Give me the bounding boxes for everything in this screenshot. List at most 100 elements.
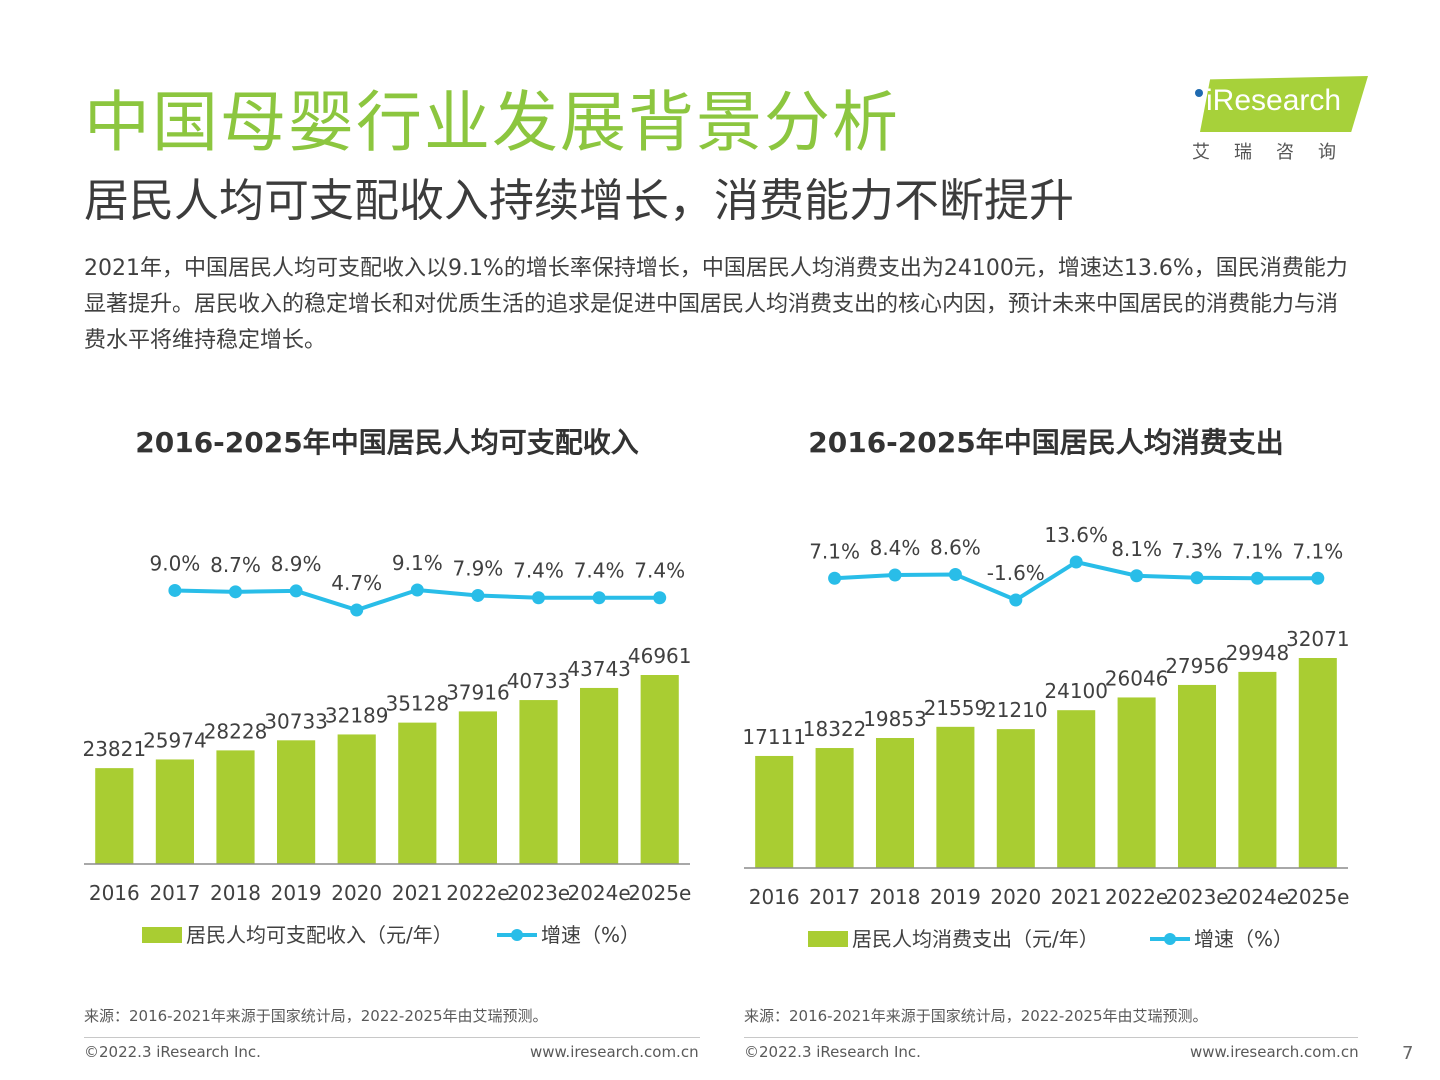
- footer-divider-left: [84, 1037, 700, 1038]
- growth-point-2023e: [532, 591, 545, 605]
- consumption-chart: 2016-2025年中国居民人均消费支出 17111183221985321559…: [742, 426, 1350, 951]
- chart-title: 2016-2025年中国居民人均可支配收入: [135, 426, 638, 459]
- bar-value-label: 43743: [567, 657, 631, 681]
- bar-2023e: [519, 700, 558, 864]
- growth-point-2018: [888, 568, 902, 582]
- x-tick-label: 2023e: [1165, 885, 1228, 909]
- growth-rate-label: 7.4%: [634, 559, 685, 583]
- legend-line-label: 增速（%）: [1194, 927, 1293, 951]
- legend-bar-label: 居民人均消费支出（元/年）: [852, 927, 1099, 951]
- bar-value-label: 35128: [385, 692, 449, 716]
- growth-point-2017: [828, 571, 842, 585]
- bar-2023e: [1177, 684, 1217, 868]
- bar-value-label: 23821: [82, 737, 146, 761]
- bar-value-label: 27956: [1165, 654, 1229, 678]
- growth-rate-label: 4.7%: [331, 571, 382, 595]
- bar-2019: [936, 726, 975, 868]
- x-tick-label: 2017: [149, 881, 200, 905]
- growth-rate-label: 7.3%: [1172, 539, 1223, 563]
- growth-rate-label: 8.1%: [1111, 537, 1162, 561]
- growth-point-2022e: [1130, 569, 1144, 583]
- x-tick-label: 2021: [392, 881, 443, 905]
- bar-value-label: 32189: [325, 703, 389, 727]
- legend-bar-label: 居民人均可支配收入（元/年）: [186, 923, 453, 947]
- growth-point-2021: [410, 583, 424, 597]
- growth-point-2025e: [653, 591, 667, 605]
- legend-line-marker: [1164, 933, 1176, 945]
- x-tick-label: 2020: [990, 885, 1041, 909]
- legend-bar-swatch: [142, 927, 182, 943]
- bar-2017: [815, 748, 854, 868]
- growth-point-2024e: [1250, 571, 1264, 585]
- footer-divider-right: [744, 1037, 1358, 1038]
- logo-band: [1200, 76, 1368, 132]
- x-tick-label: 2019: [930, 885, 981, 909]
- growth-point-2020: [350, 603, 364, 617]
- bar-2025e: [1298, 658, 1337, 868]
- growth-point-2024e: [592, 591, 606, 605]
- footer-url-right[interactable]: www.iresearch.com.cn: [1190, 1043, 1359, 1061]
- x-tick-label: 2018: [210, 881, 261, 905]
- bar-2024e: [1238, 671, 1277, 868]
- bar-2019: [277, 740, 316, 864]
- x-tick-label: 2020: [331, 881, 382, 905]
- x-tick-label: 2016: [89, 881, 140, 905]
- growth-point-2019: [289, 584, 303, 598]
- growth-point-2018: [229, 585, 242, 599]
- bar-2021: [1057, 710, 1096, 868]
- bar-value-label: 37916: [446, 680, 510, 704]
- bar-2020: [996, 729, 1035, 868]
- legend-bar-swatch: [808, 931, 848, 947]
- intro-paragraph: 2021年，中国居民人均可支配收入以9.1%的增长率保持增长，中国居民人均消费支…: [84, 256, 1348, 353]
- growth-point-2021: [1069, 555, 1083, 569]
- bar-value-label: 17111: [742, 725, 806, 749]
- growth-rate-label: 7.9%: [452, 556, 503, 580]
- growth-point-2023e: [1190, 571, 1204, 585]
- bar-2016: [755, 755, 794, 868]
- footer-copyright-left: ©2022.3 iResearch Inc.: [84, 1043, 261, 1061]
- bar-2016: [95, 768, 134, 864]
- bar-value-label: 40733: [507, 669, 571, 693]
- x-tick-label: 2025e: [628, 881, 691, 905]
- bar-value-label: 29948: [1226, 641, 1290, 665]
- page-subtitle: 居民人均可支配收入持续增长，消费能力不断提升: [84, 174, 1075, 227]
- growth-rate-label: 7.4%: [513, 559, 564, 583]
- bar-value-label: 26046: [1105, 666, 1169, 690]
- bar-value-label: 25974: [143, 728, 207, 752]
- bar-value-label: 32071: [1286, 627, 1350, 651]
- income-chart: 2016-2025年中国居民人均可支配收入 2382125974282283073…: [82, 426, 692, 947]
- source-note-left: 来源：2016-2021年来源于国家统计局，2022-2025年由艾瑞预测。: [84, 1007, 548, 1025]
- x-tick-label: 2025e: [1286, 885, 1349, 909]
- growth-rate-label: 7.4%: [574, 559, 625, 583]
- x-tick-label: 2017: [809, 885, 860, 909]
- growth-rate-label: 9.1%: [392, 551, 443, 575]
- bar-value-label: 18322: [803, 717, 867, 741]
- logo-chinese: 艾瑞咨询: [1192, 142, 1360, 163]
- x-tick-label: 2023e: [507, 881, 570, 905]
- bar-2022e: [458, 711, 497, 864]
- bar-value-label: 24100: [1044, 679, 1108, 703]
- x-tick-label: 2024e: [1226, 885, 1289, 909]
- logo-dot: [1195, 89, 1203, 97]
- footer-url-left[interactable]: www.iresearch.com.cn: [530, 1043, 699, 1061]
- growth-rate-label: 9.0%: [149, 551, 200, 575]
- x-tick-label: 2019: [271, 881, 322, 905]
- x-tick-label: 2022e: [446, 881, 509, 905]
- bar-2024e: [580, 687, 619, 864]
- growth-rate-label: 8.7%: [210, 553, 261, 577]
- growth-rate-label: 8.9%: [271, 552, 322, 576]
- bar-value-label: 21210: [984, 698, 1048, 722]
- x-tick-label: 2021: [1051, 885, 1102, 909]
- growth-point-2025e: [1311, 571, 1325, 585]
- growth-rate-label: 8.6%: [930, 536, 981, 560]
- logo-brand: iResearch: [1206, 84, 1342, 117]
- page-title: 中国母婴行业发展背景分析: [84, 84, 900, 161]
- growth-point-2019: [948, 568, 962, 581]
- growth-rate-label: 7.1%: [1232, 539, 1283, 563]
- page-number: 7: [1402, 1043, 1414, 1064]
- bar-value-label: 19853: [863, 707, 927, 731]
- source-note-right: 来源：2016-2021年来源于国家统计局，2022-2025年由艾瑞预测。: [744, 1007, 1208, 1025]
- bar-value-label: 46961: [628, 644, 692, 668]
- x-tick-label: 2016: [749, 885, 800, 909]
- growth-point-2020: [1009, 593, 1023, 607]
